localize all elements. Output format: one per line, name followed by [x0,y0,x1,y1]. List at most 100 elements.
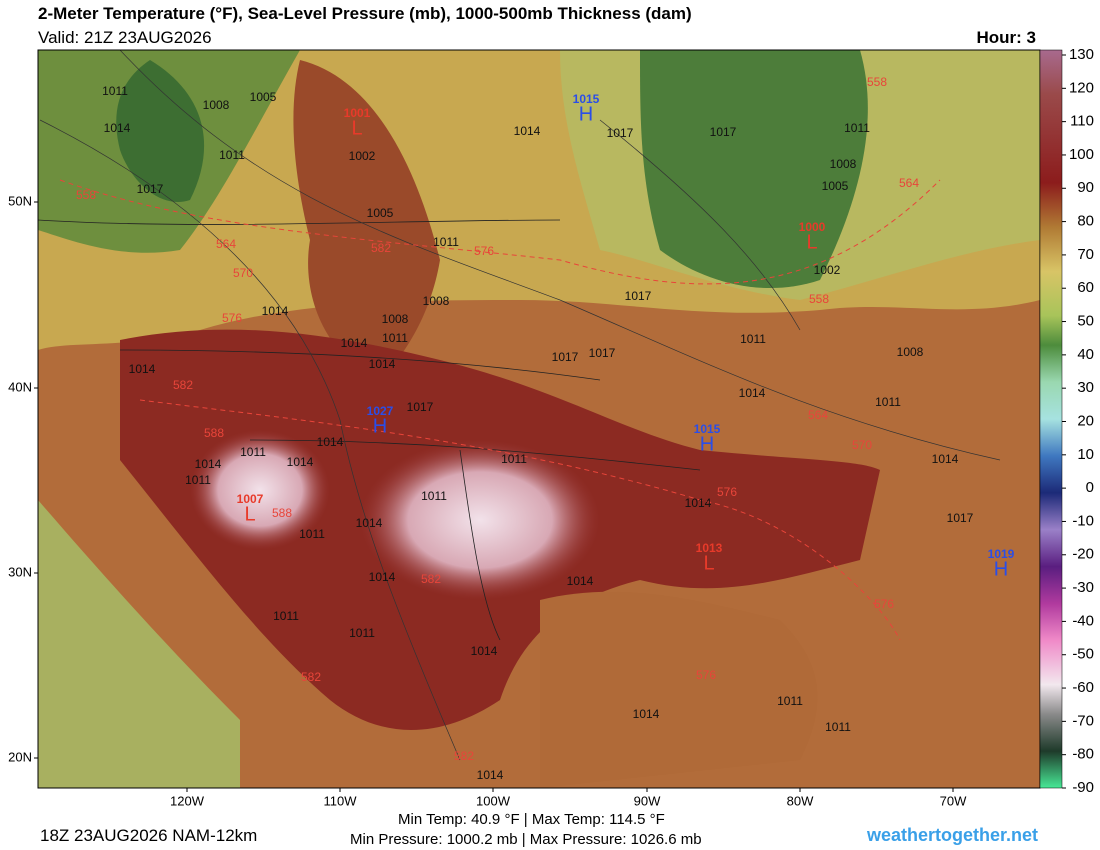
thickness-label: 564 [216,237,236,251]
isobar-label: 1014 [685,496,712,510]
center-pressure: 1001 [344,106,371,120]
colorbar-label: 80 [1077,213,1094,230]
isobar-label: 1002 [814,263,841,277]
isobar-label: 1011 [185,473,211,487]
isobar-label: 1014 [932,452,959,466]
longitude-label: 90W [634,793,661,808]
thickness-label: 582 [173,378,193,392]
colorbar-label: 110 [1070,113,1094,130]
isobar-label: 1017 [947,511,974,525]
isobar-label: 1014 [287,455,314,469]
colorbar [1039,49,1063,789]
isobar-label: 1014 [104,121,131,135]
isobar-label: 1014 [514,124,541,138]
thickness-label: 576 [717,485,737,499]
isobar-label: 1017 [137,182,164,196]
latitude-label: 30N [8,564,32,579]
isobar-label: 1008 [897,345,924,359]
thickness-label: 576 [222,311,242,325]
colorbar-label: -10 [1072,512,1094,529]
colorbar-label: 70 [1077,246,1094,263]
forecast-hour: Hour: 3 [976,28,1037,47]
thickness-label: 570 [852,438,872,452]
longitude-label: 110W [324,793,358,808]
isobar-label: 1011 [240,445,266,459]
thickness-label: 576 [696,668,716,682]
colorbar-label: -20 [1072,546,1094,563]
map-background [38,50,1040,788]
temperature-range: Min Temp: 40.9 °F | Max Temp: 114.5 °F [398,811,665,828]
isobar-label: 1011 [102,84,128,98]
colorbar-label: -80 [1072,746,1094,763]
colorbar-label: 20 [1077,412,1094,429]
isobar-label: 1008 [382,312,409,326]
thickness-label: 564 [808,408,828,422]
isobar-label: 1002 [349,149,376,163]
title: 2-Meter Temperature (°F), Sea-Level Pres… [38,4,692,23]
isobar-label: 1011 [299,527,325,541]
thickness-label: 582 [454,749,474,763]
longitude-label: 120W [170,793,205,808]
isobar-label: 1011 [825,720,851,734]
colorbar-label: 90 [1077,179,1094,196]
thickness-label: 564 [899,176,919,190]
center-letter: L [806,231,817,253]
thickness-label: 558 [809,292,829,306]
isobar-label: 1011 [273,609,299,623]
isobar-label: 1017 [407,400,434,414]
isobar-label: 1014 [477,768,504,782]
center-letter: H [373,415,387,437]
colorbar-label: 40 [1077,346,1094,363]
isobar-label: 1014 [341,336,368,350]
isobar-label: 1008 [203,98,230,112]
center-pressure: 1027 [367,404,394,418]
thickness-label: 558 [76,188,96,202]
colorbar-label: 100 [1069,146,1094,163]
center-pressure: 1019 [988,547,1015,561]
colorbar-label: -90 [1072,779,1094,796]
colorbar-label: -70 [1072,712,1094,729]
center-letter: L [351,117,362,139]
colorbar-label: 50 [1077,313,1094,330]
isobar-label: 1011 [433,235,459,249]
isobar-label: 1017 [607,126,634,140]
colorbar-label: 30 [1077,379,1094,396]
isobar-label: 1017 [710,125,737,139]
center-letter: H [579,103,593,125]
latitude-label: 50N [8,193,32,208]
isobar-label: 1011 [777,694,803,708]
thickness-label: 570 [233,266,253,280]
isobar-label: 1011 [421,489,447,503]
isobar-label: 1005 [250,90,277,104]
longitude-label: 80W [787,793,814,808]
thickness-label: 582 [421,572,441,586]
isobar-label: 1014 [471,644,498,658]
thickness-label: 576 [474,244,494,258]
thickness-label: 558 [867,75,887,89]
colorbar-label: 130 [1069,46,1094,63]
colorbar-label: 60 [1077,279,1094,296]
site-name: weathertogether.net [866,825,1038,845]
center-pressure: 1015 [573,92,600,106]
model-run: 18Z 23AUG2026 NAM-12km [40,826,258,845]
isobar-label: 1014 [262,304,289,318]
isobar-label: 1014 [369,570,396,584]
thickness-label: 582 [301,670,321,684]
isobar-label: 1011 [382,331,408,345]
isobar-label: 1008 [423,294,450,308]
longitude-label: 100W [476,793,511,808]
longitude-label: 70W [940,793,967,808]
isobar-label: 1014 [369,357,396,371]
center-pressure: 1000 [799,220,826,234]
isobar-label: 1005 [822,179,849,193]
isobar-label: 1011 [219,148,245,162]
isobar-label: 1017 [552,350,579,364]
colorbar-label: -30 [1072,579,1094,596]
isobar-label: 1014 [633,707,660,721]
colorbar-label: 0 [1086,479,1094,496]
isobar-label: 1011 [844,121,870,135]
center-pressure: 1007 [237,492,264,506]
isobar-label: 1014 [129,362,156,376]
thickness-label: 576 [874,597,894,611]
